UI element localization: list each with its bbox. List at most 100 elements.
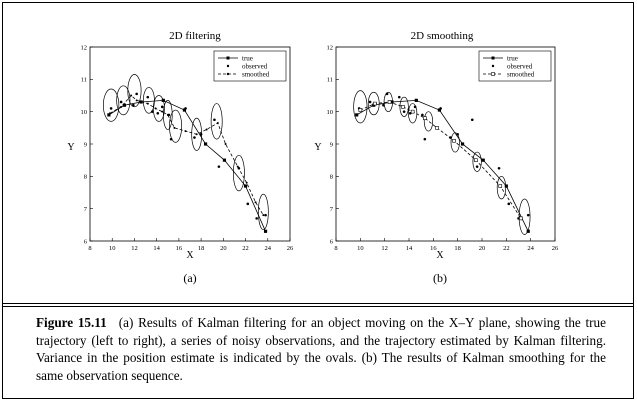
point-observed bbox=[255, 217, 258, 220]
chart-title-b: 2D smoothing bbox=[411, 30, 474, 42]
x-tick-label: 16 bbox=[430, 245, 437, 252]
y-tick-label: 7 bbox=[84, 206, 88, 213]
variance-ellipse bbox=[102, 88, 120, 122]
legend-entry: true bbox=[507, 54, 518, 62]
point-true bbox=[437, 108, 442, 112]
figure-frame bbox=[2, 2, 634, 399]
legend-entry: observed bbox=[242, 62, 268, 70]
point-observed bbox=[413, 105, 417, 109]
y-tick-label: 9 bbox=[330, 141, 333, 148]
x-tick-label: 26 bbox=[287, 245, 294, 252]
point-smoothed bbox=[216, 121, 219, 124]
caption-divider-inner bbox=[2, 306, 634, 307]
point-observed bbox=[526, 213, 530, 217]
variance-ellipse bbox=[152, 95, 165, 122]
point-true bbox=[460, 142, 465, 146]
point-smoothed bbox=[254, 201, 257, 204]
point-observed bbox=[213, 118, 216, 122]
point-true bbox=[414, 98, 418, 102]
point-smoothed bbox=[519, 216, 523, 221]
point-observed bbox=[169, 137, 173, 141]
legend-marker-observed bbox=[491, 64, 495, 68]
point-smoothed bbox=[109, 112, 111, 115]
y-tick-label: 6 bbox=[84, 238, 88, 245]
point-smoothed bbox=[184, 130, 187, 133]
legend-box bbox=[478, 50, 552, 82]
point-observed bbox=[246, 202, 250, 206]
point-true bbox=[526, 229, 530, 233]
point-smoothed bbox=[401, 105, 405, 109]
point-observed bbox=[475, 165, 479, 168]
panel-label-b: (b) bbox=[433, 271, 447, 285]
plot-area-b: 8 10 12 14 16 18 20 22 24 26 6 7 8 9 10 11 12 trueobserve… bbox=[327, 44, 560, 252]
point-true bbox=[203, 142, 208, 146]
legend-marker-true bbox=[491, 56, 495, 60]
point-smoothed bbox=[135, 99, 138, 102]
legend-marker-smoothed bbox=[226, 72, 230, 76]
figure-caption: Figure 15.11 (a) Results of Kalman filter… bbox=[36, 314, 606, 384]
point-smoothed bbox=[474, 158, 478, 162]
x-tick-label: 24 bbox=[265, 245, 272, 252]
point-observed bbox=[135, 92, 138, 96]
point-smoothed bbox=[236, 165, 239, 168]
x-axis-label-b: X bbox=[436, 250, 444, 261]
y-tick-label: 12 bbox=[81, 44, 88, 51]
y-tick-label: 9 bbox=[84, 141, 87, 148]
point-true bbox=[107, 113, 111, 117]
series-line-smoothed bbox=[360, 101, 522, 219]
point-observed bbox=[368, 100, 372, 104]
figure-number: Figure 15.11 bbox=[36, 315, 107, 330]
x-tick-label: 12 bbox=[131, 245, 138, 252]
point-true bbox=[222, 158, 227, 162]
point-true bbox=[243, 184, 248, 188]
legend-entry: smoothed bbox=[507, 70, 535, 78]
x-tick-label: 12 bbox=[381, 245, 388, 252]
legend-entry: smoothed bbox=[242, 70, 270, 78]
variance-ellipse bbox=[518, 198, 531, 235]
point-observed bbox=[470, 118, 474, 122]
x-tick-label: 10 bbox=[109, 245, 116, 252]
point-smoothed bbox=[358, 108, 363, 112]
x-tick-label: 22 bbox=[503, 245, 510, 252]
variance-ellipse bbox=[169, 109, 183, 143]
legend-marker-observed bbox=[226, 64, 230, 68]
point-smoothed bbox=[130, 94, 133, 97]
variance-ellipse bbox=[127, 74, 142, 108]
y-axis-label-a: Y bbox=[67, 142, 74, 153]
y-tick-label: 10 bbox=[81, 109, 88, 116]
point-smoothed bbox=[224, 143, 227, 145]
point-smoothed bbox=[173, 126, 176, 129]
x-tick-label: 10 bbox=[357, 245, 364, 252]
point-smoothed bbox=[262, 214, 265, 217]
variance-ellipse bbox=[116, 85, 131, 116]
variance-ellipse bbox=[257, 193, 269, 231]
x-tick-label: 14 bbox=[406, 245, 413, 252]
variance-ellipse bbox=[162, 99, 173, 130]
point-observed bbox=[156, 111, 160, 115]
point-true bbox=[263, 229, 268, 233]
y-tick-label: 8 bbox=[84, 174, 87, 181]
point-observed bbox=[497, 166, 501, 170]
x-tick-label: 16 bbox=[176, 245, 183, 252]
chart-panel-b: 2D smoothing Y X (b) 8 10 12 14 16 18 20 22 24 26… bbox=[314, 30, 559, 285]
x-tick-label: 8 bbox=[88, 245, 91, 252]
x-tick-label: 18 bbox=[198, 245, 205, 252]
y-tick-label: 8 bbox=[330, 174, 333, 181]
y-axis-label-b: Y bbox=[314, 142, 321, 153]
legend-marker-true bbox=[226, 56, 230, 60]
variance-ellipse bbox=[496, 175, 507, 200]
point-observed bbox=[264, 213, 267, 217]
point-observed bbox=[184, 107, 187, 110]
point-smoothed bbox=[373, 101, 377, 106]
point-true bbox=[182, 108, 187, 112]
figure-caption-text: (a) Results of Kalman filtering for an o… bbox=[36, 315, 606, 383]
point-smoothed bbox=[195, 133, 198, 136]
y-tick-label: 10 bbox=[327, 109, 334, 116]
point-observed bbox=[385, 92, 389, 96]
point-observed bbox=[423, 137, 427, 141]
point-observed bbox=[382, 103, 385, 107]
chart-panel-a: 2D filtering Y X (a) 8 10 12 14 16 18 20 22 24 26… bbox=[67, 30, 294, 285]
point-observed bbox=[160, 105, 164, 109]
point-true bbox=[504, 184, 508, 188]
point-true bbox=[122, 103, 127, 107]
